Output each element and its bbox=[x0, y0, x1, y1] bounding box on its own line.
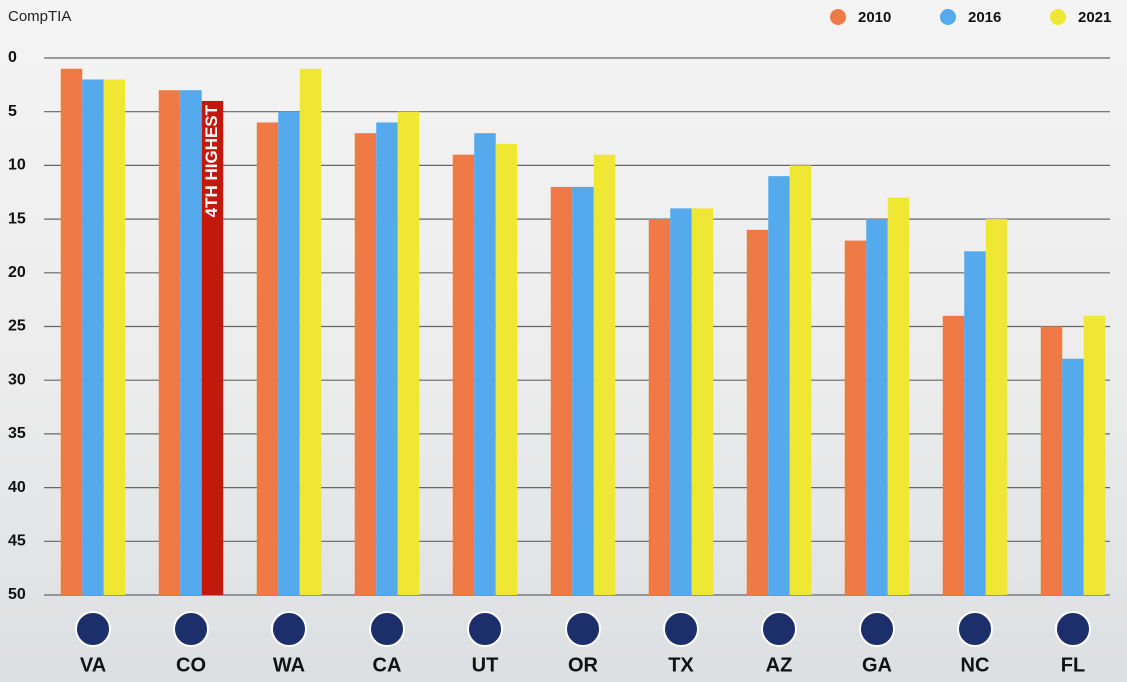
x-tick-label: CA bbox=[373, 654, 402, 676]
flag-icon bbox=[75, 611, 111, 647]
bar bbox=[82, 79, 104, 596]
x-tick-label: TX bbox=[668, 654, 694, 676]
y-tick-label: 50 bbox=[8, 586, 26, 603]
x-tick-label: GA bbox=[862, 654, 892, 676]
bar bbox=[942, 315, 965, 595]
bar bbox=[550, 186, 573, 595]
y-tick-label: 10 bbox=[8, 157, 26, 174]
x-tick-label: VA bbox=[80, 654, 106, 676]
x-tick-label: AZ bbox=[766, 654, 793, 676]
legend-label: 2010 bbox=[858, 9, 891, 26]
y-tick-label: 40 bbox=[8, 479, 26, 496]
y-tick-label: 5 bbox=[8, 103, 17, 120]
x-tick-label: CO bbox=[176, 654, 206, 676]
bar bbox=[691, 208, 714, 596]
y-tick-label: 35 bbox=[8, 425, 26, 442]
bar bbox=[201, 100, 224, 596]
bar bbox=[572, 186, 594, 595]
legend-swatch bbox=[830, 9, 846, 25]
x-tick-label: NC bbox=[961, 654, 990, 676]
y-tick-label: 20 bbox=[8, 264, 26, 281]
bar bbox=[866, 219, 888, 595]
bar bbox=[299, 68, 322, 596]
x-tick-label: UT bbox=[472, 654, 499, 676]
source: CompTIA bbox=[8, 8, 71, 25]
flag-icon bbox=[1055, 611, 1091, 647]
bar bbox=[474, 133, 496, 595]
bar bbox=[768, 176, 790, 595]
flag-icon bbox=[663, 611, 699, 647]
flag-icon bbox=[173, 611, 209, 647]
bar bbox=[1083, 315, 1106, 595]
flag-icon bbox=[761, 611, 797, 647]
bar bbox=[278, 111, 300, 595]
flag-icon bbox=[369, 611, 405, 647]
bar bbox=[495, 143, 518, 596]
y-tick-label: 15 bbox=[8, 210, 26, 227]
y-tick-label: 25 bbox=[8, 318, 26, 335]
bar bbox=[746, 229, 769, 595]
bar bbox=[789, 165, 812, 595]
flag-icon bbox=[565, 611, 601, 647]
x-tick-label: FL bbox=[1061, 654, 1085, 676]
y-tick-label: 0 bbox=[8, 49, 17, 66]
flag-icon bbox=[271, 611, 307, 647]
flag-icon bbox=[859, 611, 895, 647]
bar bbox=[964, 251, 986, 595]
legend-label: 2021 bbox=[1078, 9, 1111, 26]
flag-icon bbox=[957, 611, 993, 647]
bar bbox=[985, 219, 1008, 595]
bar bbox=[180, 90, 202, 595]
bar bbox=[376, 122, 398, 595]
bar bbox=[1062, 358, 1084, 595]
bar bbox=[1040, 326, 1063, 595]
bar bbox=[158, 90, 181, 595]
bar bbox=[844, 240, 867, 595]
bar bbox=[60, 68, 83, 596]
legend-swatch bbox=[940, 9, 956, 25]
bar bbox=[397, 111, 420, 595]
legend-swatch bbox=[1050, 9, 1066, 25]
x-tick-label: OR bbox=[568, 654, 599, 676]
bar bbox=[648, 219, 671, 595]
y-tick-label: 45 bbox=[8, 533, 26, 550]
bar bbox=[593, 154, 616, 595]
x-tick-label: WA bbox=[273, 654, 305, 676]
bar bbox=[354, 133, 377, 595]
bar bbox=[256, 122, 279, 595]
annotation: 4TH HIGHEST bbox=[202, 104, 221, 217]
legend-label: 2016 bbox=[968, 9, 1001, 26]
bar bbox=[887, 197, 910, 595]
flag-icon bbox=[467, 611, 503, 647]
bar bbox=[103, 79, 126, 596]
bar bbox=[670, 208, 692, 596]
bar bbox=[452, 154, 475, 595]
y-tick-label: 30 bbox=[8, 371, 26, 388]
